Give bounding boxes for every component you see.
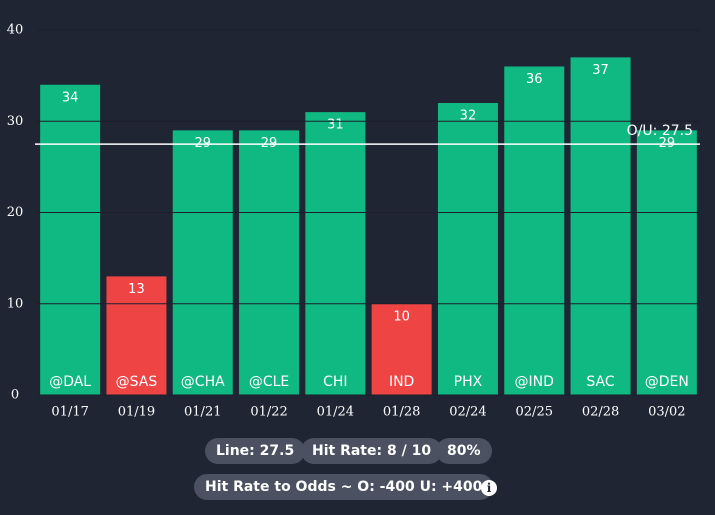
opponent-label: CHI	[323, 374, 347, 390]
opponent-label: @CLE	[249, 374, 289, 390]
opponent-label: SAC	[586, 374, 614, 390]
percent-pill: 80%	[436, 438, 492, 464]
opponent-label: @DAL	[49, 374, 91, 390]
y-tick-label: 0	[11, 388, 19, 403]
opponent-label: @SAS	[116, 374, 158, 390]
y-tick-label: 10	[7, 296, 24, 311]
bar	[106, 276, 167, 395]
x-tick-label: 01/24	[317, 405, 354, 420]
y-tick-label: 40	[7, 23, 24, 38]
chart: 01020304001/1734@DAL01/1913@SAS01/2129@C…	[7, 23, 700, 420]
value-label: 31	[327, 118, 344, 133]
value-label: 37	[592, 63, 609, 78]
y-tick-label: 20	[7, 205, 24, 220]
y-tick-label: 30	[7, 114, 24, 129]
x-tick-label: 01/17	[51, 405, 88, 420]
x-tick-label: 02/28	[582, 405, 619, 420]
info-icon[interactable]: i	[481, 480, 497, 496]
hit-rate-pill: Hit Rate: 8 / 10	[301, 438, 443, 464]
value-label: 10	[393, 309, 410, 324]
opponent-label: @IND	[515, 374, 554, 390]
bar	[40, 84, 101, 395]
x-tick-label: 02/25	[516, 405, 553, 420]
opponent-label: @DEN	[645, 374, 689, 390]
bar	[570, 57, 631, 395]
odds-pill: Hit Rate to Odds ~ O: -400 U: +400	[194, 474, 494, 500]
ou-label: O/U: 27.5	[627, 123, 693, 139]
x-tick-label: 02/24	[449, 405, 486, 420]
value-label: 34	[62, 90, 79, 105]
bar	[371, 303, 432, 395]
bar	[504, 66, 565, 395]
value-label: 32	[460, 109, 477, 124]
x-tick-label: 01/19	[118, 405, 155, 420]
bar	[172, 130, 233, 395]
x-tick-label: 03/02	[648, 405, 685, 420]
opponent-label: IND	[389, 374, 414, 390]
bar	[636, 130, 697, 395]
value-label: 13	[128, 282, 145, 297]
opponent-label: PHX	[454, 374, 483, 390]
bar	[239, 130, 300, 395]
value-label: 36	[526, 72, 543, 87]
x-tick-label: 01/21	[184, 405, 221, 420]
line-pill: Line: 27.5	[205, 438, 306, 464]
opponent-label: @CHA	[181, 374, 225, 390]
bar	[437, 103, 498, 395]
x-tick-label: 01/28	[383, 405, 420, 420]
bar	[305, 112, 366, 395]
x-tick-label: 01/22	[250, 405, 287, 420]
